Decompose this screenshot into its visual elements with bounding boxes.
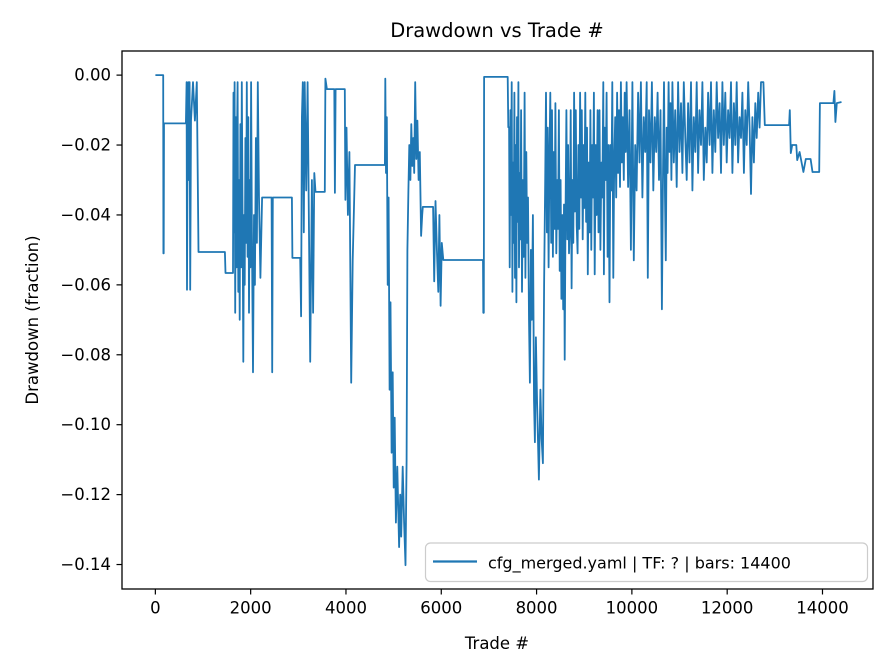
x-tick-label: 6000 <box>420 599 462 618</box>
x-tick-label: 14000 <box>796 599 849 618</box>
y-tick-label: −0.02 <box>60 136 111 155</box>
y-tick-label: −0.14 <box>60 555 111 574</box>
x-axis-label: Trade # <box>464 634 529 653</box>
legend-label: cfg_merged.yaml | TF: ? | bars: 14400 <box>488 554 791 574</box>
x-tick-label: 0 <box>150 599 161 618</box>
x-tick-label: 8000 <box>516 599 558 618</box>
y-tick-label: −0.08 <box>60 345 111 364</box>
plot-border <box>121 50 874 590</box>
chart-title: Drawdown vs Trade # <box>390 19 604 42</box>
drawdown-line <box>155 74 842 567</box>
x-tick-label: 4000 <box>325 599 367 618</box>
y-tick-label: −0.12 <box>60 485 111 504</box>
x-tick-label: 12000 <box>701 599 754 618</box>
legend-box <box>424 542 869 583</box>
y-tick-label: −0.10 <box>60 415 111 434</box>
y-axis-ticks: 0.00 −0.02 −0.04 −0.06 −0.08 −0.10 −0.12 −0.14 <box>60 66 122 574</box>
y-tick-label: 0.00 <box>74 66 111 85</box>
x-tick-label: 2000 <box>230 599 272 618</box>
x-tick-label: 10000 <box>606 599 659 618</box>
plot-area <box>155 74 842 567</box>
y-tick-label: −0.06 <box>60 275 111 294</box>
y-tick-label: −0.04 <box>60 205 111 224</box>
legend: cfg_merged.yaml | TF: ? | bars: 14400 <box>424 542 869 583</box>
y-axis-label: Drawdown (fraction) <box>23 235 42 404</box>
x-axis-ticks: 0 2000 4000 6000 8000 10000 12000 14000 <box>150 589 849 618</box>
